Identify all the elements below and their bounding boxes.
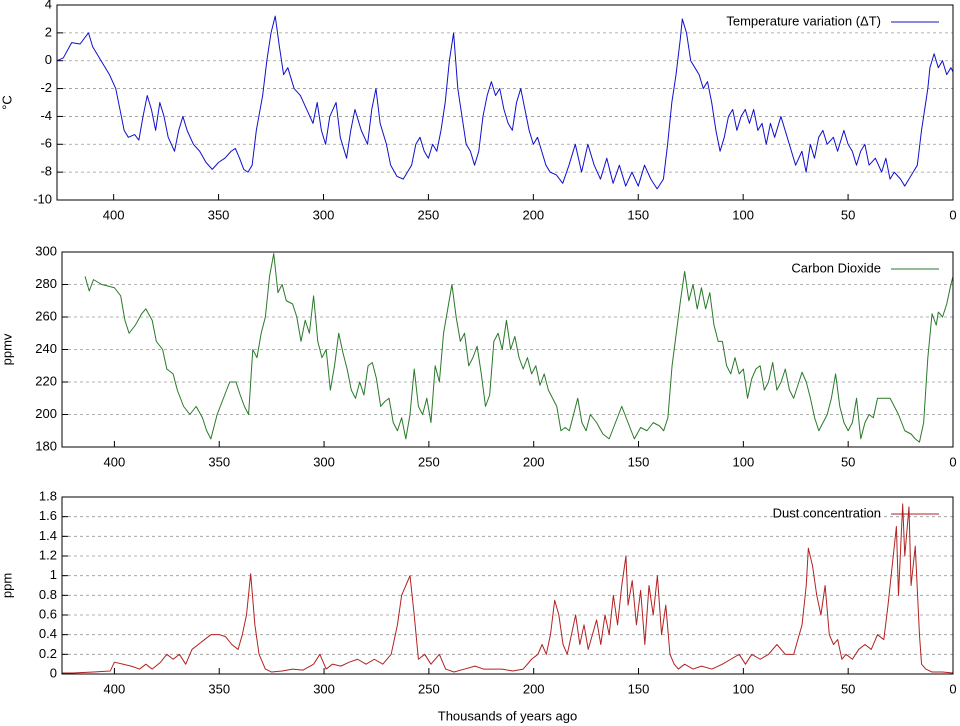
x-tick-label: 0 — [949, 454, 956, 469]
x-tick-label: 150 — [627, 207, 649, 222]
x-tick-label: 150 — [628, 454, 650, 469]
data-line — [62, 503, 954, 674]
y-tick-label: 1.4 — [39, 528, 57, 543]
x-tick-label: 200 — [523, 681, 545, 696]
x-tick-label: 300 — [313, 681, 335, 696]
x-tick-label: 50 — [841, 207, 855, 222]
x-tick-label: 350 — [208, 207, 230, 222]
y-tick-label: 300 — [35, 243, 57, 258]
x-tick-label: 100 — [733, 681, 755, 696]
plot-frame — [61, 496, 954, 675]
y-tick-label: 0.6 — [39, 606, 57, 621]
y-tick-label: 260 — [35, 308, 57, 323]
y-tick-label: -2 — [40, 80, 52, 95]
x-tick-label: 50 — [841, 454, 855, 469]
y-tick-label: 0 — [45, 52, 52, 67]
y-tick-label: 1.2 — [39, 547, 57, 562]
data-line — [56, 15, 954, 190]
x-tick-label: 300 — [313, 207, 335, 222]
x-tick-label: 250 — [418, 454, 440, 469]
y-tick-label: 0.8 — [39, 587, 57, 602]
y-tick-label: 0.2 — [39, 646, 57, 661]
x-tick-label: 350 — [208, 454, 230, 469]
x-tick-label: 350 — [208, 681, 230, 696]
y-axis-label: °C — [0, 95, 14, 110]
x-tick-label: 200 — [523, 454, 545, 469]
y-tick-label: 1.6 — [39, 508, 57, 523]
y-tick-label: -8 — [40, 164, 52, 179]
y-tick-label: -4 — [40, 108, 52, 123]
legend-label: Carbon Dioxide — [791, 260, 881, 275]
y-tick-label: 2 — [45, 24, 52, 39]
x-tick-label: 0 — [949, 681, 956, 696]
y-tick-label: 0.4 — [39, 626, 57, 641]
x-tick-label: 0 — [949, 207, 956, 222]
y-tick-label: 0 — [50, 665, 57, 680]
y-tick-label: 4 — [45, 0, 52, 11]
x-tick-label: 400 — [104, 681, 126, 696]
x-tick-label: 400 — [104, 454, 126, 469]
plot-frame — [56, 4, 954, 201]
x-tick-label: 200 — [522, 207, 544, 222]
legend-label: Temperature variation (ΔT) — [726, 13, 881, 28]
y-tick-label: 220 — [35, 373, 57, 388]
y-axis-label: ppmv — [0, 333, 14, 365]
x-tick-label: 150 — [628, 681, 650, 696]
y-tick-label: 280 — [35, 276, 57, 291]
y-tick-label: 240 — [35, 341, 57, 356]
x-axis-label: Thousands of years ago — [438, 708, 577, 723]
x-tick-label: 100 — [732, 207, 754, 222]
data-line — [84, 253, 954, 443]
x-tick-label: 50 — [841, 681, 855, 696]
y-tick-label: 180 — [35, 438, 57, 453]
y-tick-label: 200 — [35, 406, 57, 421]
y-tick-label: 1 — [50, 567, 57, 582]
y-axis-label: ppm — [0, 573, 14, 598]
x-tick-label: 250 — [418, 681, 440, 696]
x-tick-label: 300 — [313, 454, 335, 469]
y-tick-label: 1.8 — [39, 488, 57, 503]
x-tick-label: 400 — [103, 207, 125, 222]
y-tick-label: -6 — [40, 136, 52, 151]
legend-label: Dust concentration — [773, 505, 881, 520]
x-tick-label: 100 — [733, 454, 755, 469]
x-tick-label: 250 — [418, 207, 440, 222]
plot-frame — [61, 251, 954, 448]
y-tick-label: -10 — [33, 191, 52, 206]
